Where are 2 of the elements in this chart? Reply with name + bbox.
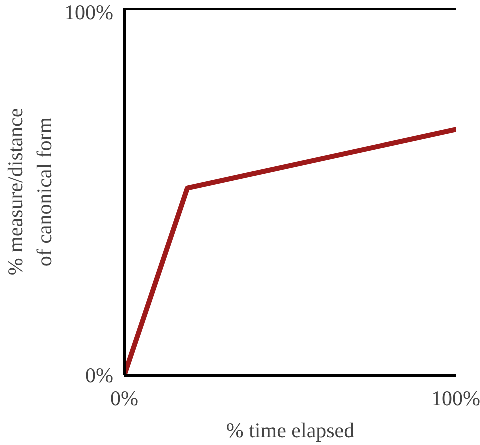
y-axis-title: % measure/distance of canonical form — [4, 108, 57, 276]
x-axis-title: % time elapsed — [226, 418, 356, 442]
